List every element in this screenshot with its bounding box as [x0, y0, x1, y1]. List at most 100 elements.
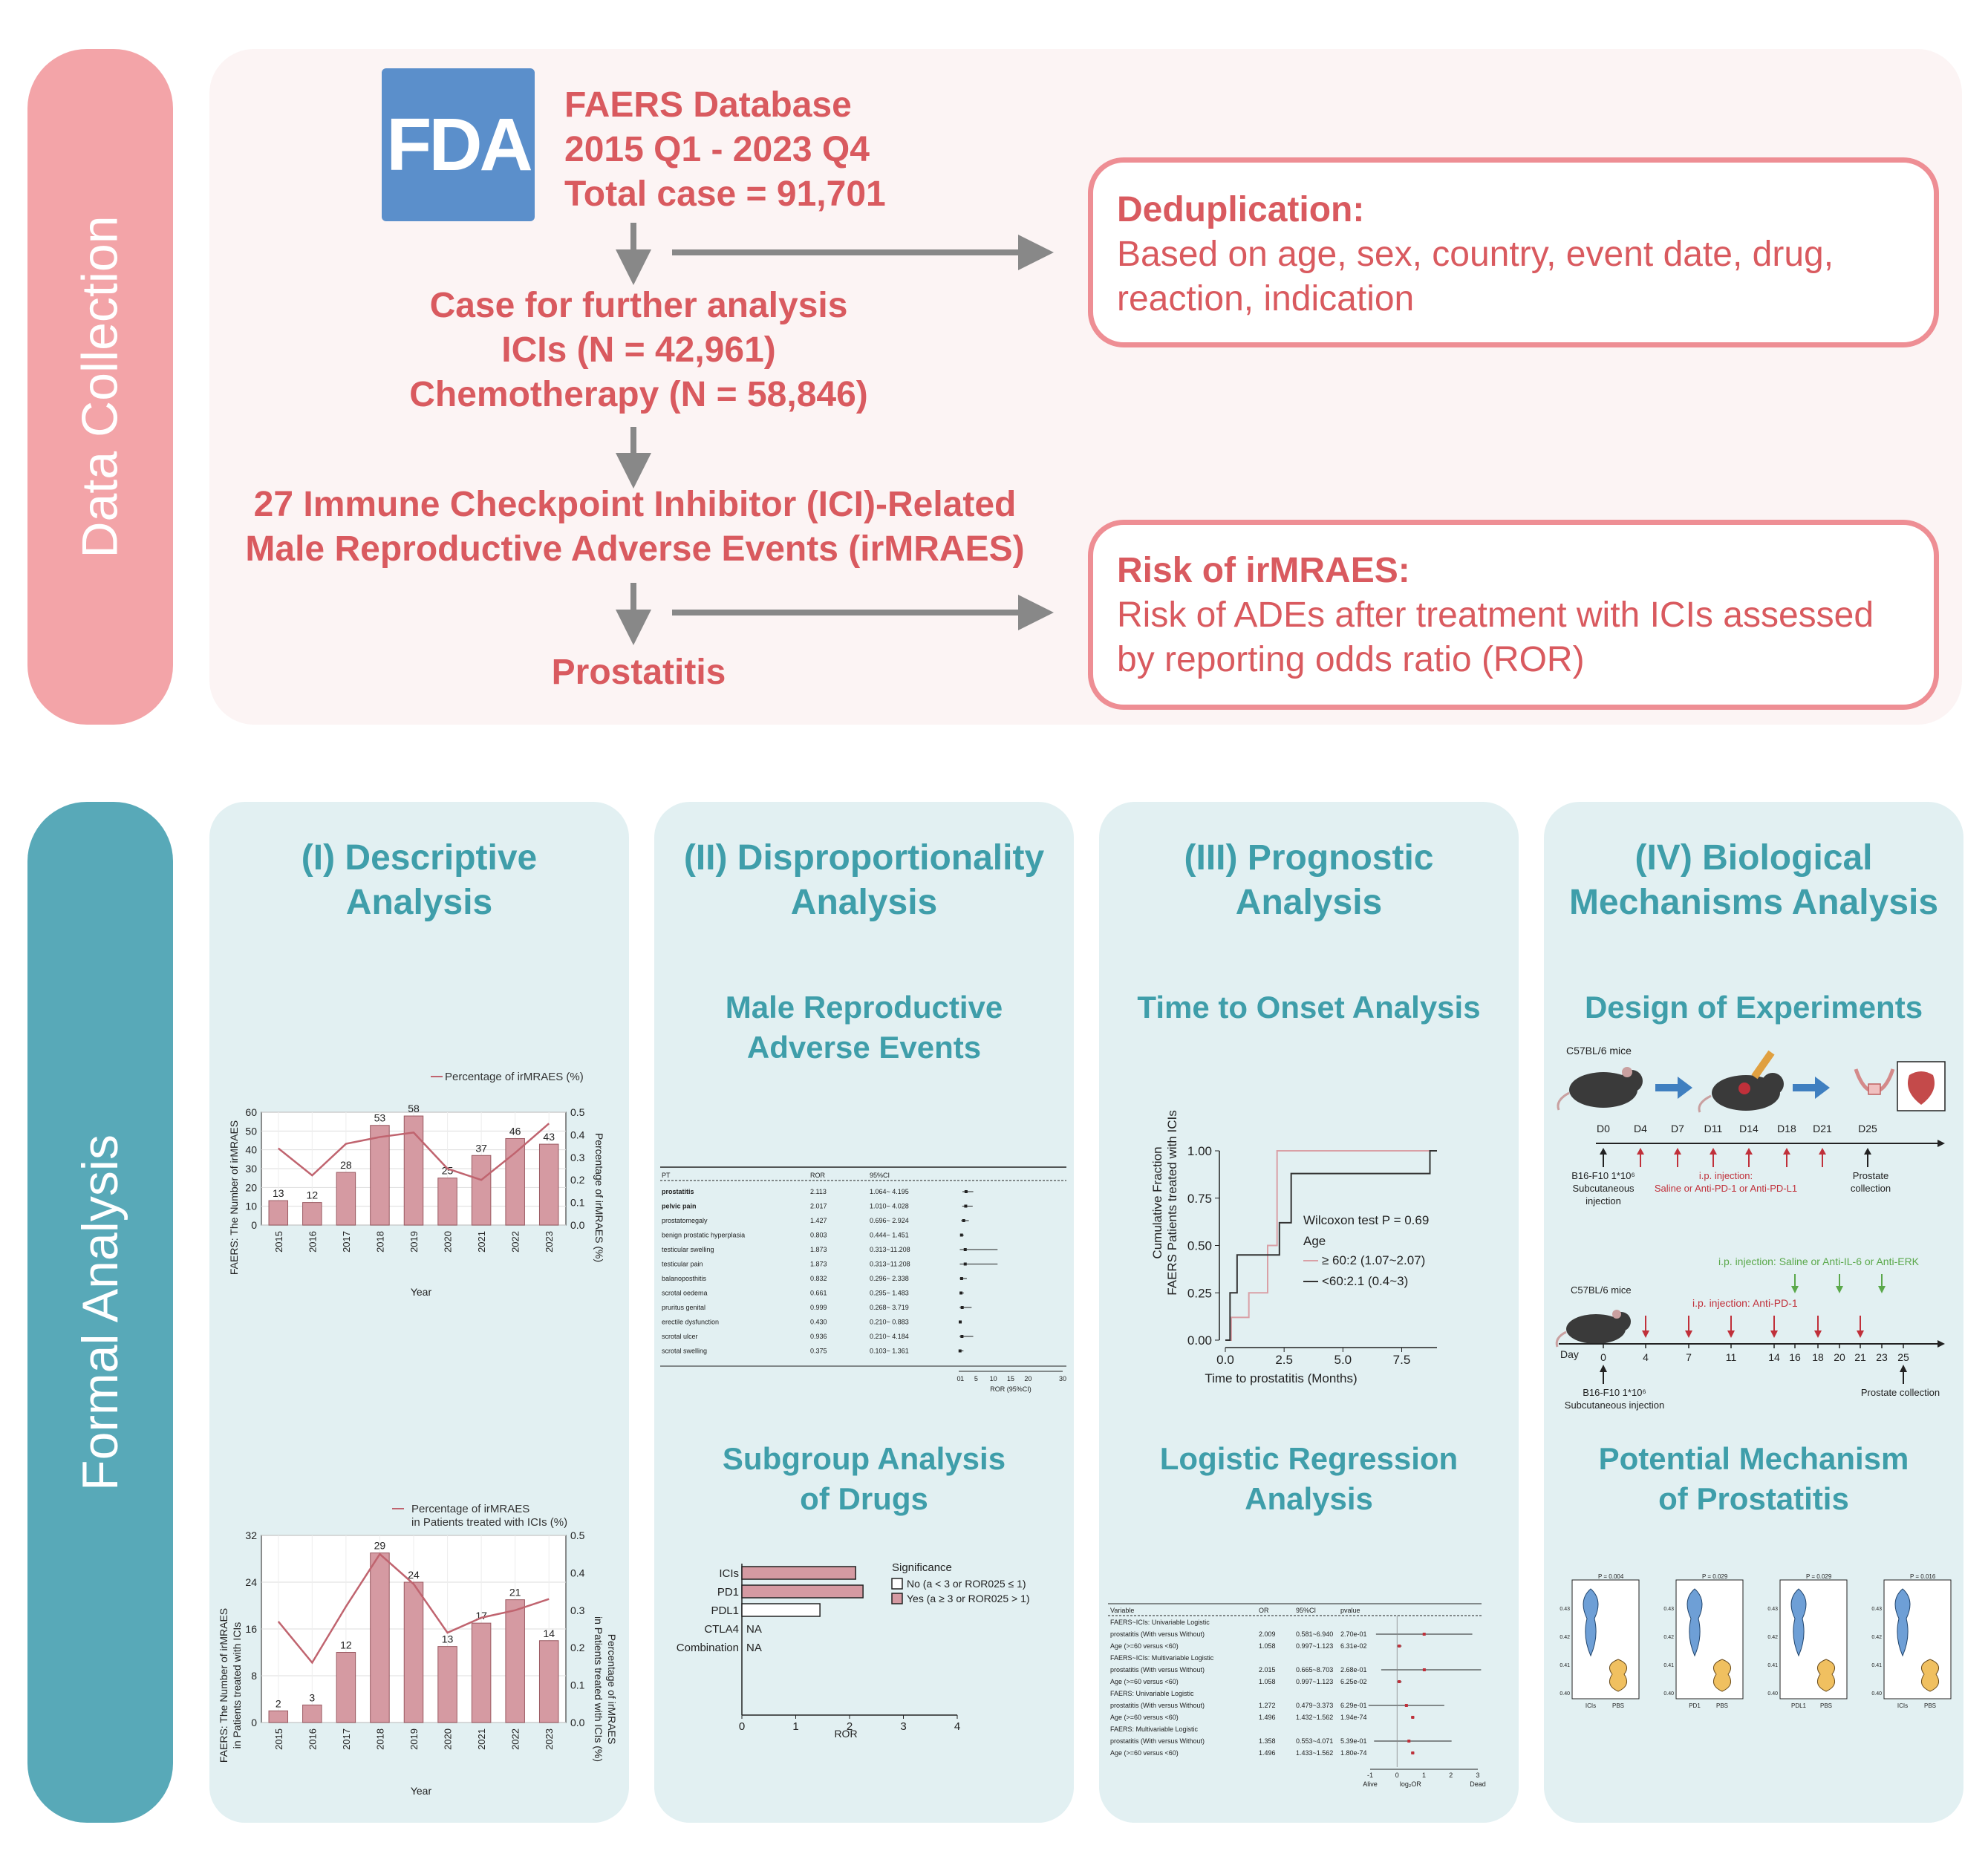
forest2-cell: 6.29e-01 — [1340, 1702, 1367, 1709]
irmraes-line2: Male Reproductive Adverse Events (irMRAE… — [245, 529, 1025, 569]
forest2-cell: 1.272 — [1259, 1702, 1276, 1709]
forest2-cell: 1.432~1.562 — [1296, 1714, 1333, 1721]
exp2-left-1: B16-F10 1*10⁶ — [1583, 1387, 1646, 1398]
exp2-green-arrow-head — [1791, 1286, 1799, 1293]
male-ae-title-1: Male Reproductive — [725, 990, 1003, 1025]
analysis-cases-chemo: Chemotherapy (N = 58,846) — [409, 375, 868, 414]
chart2-ytick: 24 — [245, 1576, 257, 1588]
chart3-xtick: 3 — [900, 1720, 906, 1733]
forest2-cell: 2.015 — [1259, 1666, 1276, 1674]
experiment-design-2: i.p. injection: Saline or Anti-IL-6 or A… — [1555, 1256, 1945, 1411]
violin-frame — [1675, 1579, 1744, 1699]
chart1-xtick: 2016 — [307, 1231, 318, 1253]
chart3-legend-yes-swatch — [891, 1593, 903, 1604]
chart4-xlabel: Time to prostatitis (Months) — [1205, 1371, 1357, 1385]
exp1-mid-2: Saline or Anti-PD-1 or Anti-PD-L1 — [1655, 1183, 1797, 1194]
chart3-na: NA — [746, 1642, 762, 1654]
disproportionality-title-2: Analysis — [790, 883, 938, 922]
chart1-y2tick: 0.0 — [570, 1219, 585, 1231]
flow-arrows — [616, 223, 1054, 645]
chart4-xtick: 7.5 — [1393, 1353, 1411, 1367]
formal-analysis-tab: Formal Analysis — [27, 802, 173, 1823]
chart1-xtick: 2021 — [476, 1231, 487, 1253]
forest1-point — [964, 1204, 968, 1208]
chart2-bar — [403, 1581, 424, 1723]
chart2-bar-label: 21 — [509, 1587, 521, 1599]
chart2-bar-label: 14 — [543, 1627, 555, 1639]
forest2-header: pvalue — [1340, 1607, 1360, 1614]
chart1-xtick: 2022 — [510, 1231, 521, 1253]
exp2-red-label: i.p. injection: Anti-PD-1 — [1692, 1297, 1798, 1309]
exp2-day: 0 — [1600, 1351, 1606, 1363]
forest2-cell: Age (>=60 versus <60) — [1110, 1642, 1179, 1650]
violin-treated — [1894, 1588, 1911, 1657]
violin-ytick: 0.43 — [1871, 1607, 1882, 1612]
forest1-axis-tick: 30 — [1059, 1375, 1066, 1382]
chart2-bar-label: 2 — [276, 1697, 281, 1709]
violin-group-label: PBS — [1716, 1702, 1728, 1709]
subgroup-title-2: of Drugs — [800, 1481, 928, 1516]
chart3-bar — [741, 1603, 821, 1617]
chart1-bar — [538, 1143, 559, 1226]
exp1-left-3: injection — [1585, 1195, 1621, 1206]
chart1-bar — [437, 1178, 457, 1226]
database-name: FAERS Database — [564, 85, 852, 125]
forest2-header: 95%CI — [1296, 1607, 1316, 1614]
forest2-cell: 1.496 — [1259, 1749, 1276, 1757]
subgroup-title-1: Subgroup Analysis — [722, 1441, 1006, 1476]
mechanism-title-1: Potential Mechanism — [1598, 1441, 1909, 1476]
forest1-cell: 1.010~ 4.028 — [870, 1203, 909, 1210]
violin-pvalue: P = 0.029 — [1702, 1573, 1728, 1580]
exp2-red-arrow-head — [1770, 1330, 1778, 1338]
chart4-ylabel-2: FAERS Patients treated with ICIs — [1165, 1110, 1179, 1295]
exp1-marker-head — [1745, 1148, 1753, 1155]
exp2-red-arrow-head — [1814, 1330, 1822, 1338]
exp1-marker-head — [1637, 1148, 1644, 1155]
arrow-right-icon — [1793, 1077, 1830, 1099]
biological-title-1: (IV) Biological — [1635, 838, 1873, 878]
chart1-legend: Percentage of irMRAES (%) — [445, 1071, 584, 1083]
violin-panel: P = 0.004 0.40 0.41 0.42 0.43 ICIs PBS — [1560, 1573, 1640, 1709]
chart2-y2tick: 0.5 — [570, 1529, 585, 1541]
chart1-bar-label: 28 — [340, 1159, 352, 1171]
exp2-black-arrow-head — [1600, 1365, 1607, 1372]
violin-ytick: 0.42 — [1767, 1635, 1778, 1640]
forest2-cell: prostatitis (With versus Without) — [1110, 1737, 1205, 1745]
forest1-cell: 0.832 — [810, 1275, 827, 1282]
mechanism-title-2: of Prostatitis — [1658, 1481, 1849, 1516]
exp1-day: D18 — [1777, 1123, 1796, 1134]
forest2-cell: Age (>=60 versus <60) — [1110, 1749, 1179, 1757]
risk-line2: by reporting odds ratio (ROR) — [1117, 640, 1585, 679]
chart1-y2tick: 0.3 — [570, 1152, 585, 1163]
forest2-cell: 0.997~1.123 — [1296, 1678, 1333, 1685]
forest1-cell: 0.444~ 1.451 — [870, 1232, 909, 1239]
forest2-point — [1398, 1645, 1401, 1648]
chart1-percentage-line — [277, 1123, 550, 1181]
chart3-na: NA — [746, 1623, 762, 1636]
violin-ytick: 0.42 — [1663, 1635, 1674, 1640]
exp2-day: 25 — [1897, 1351, 1909, 1363]
forest1-cell: testicular swelling — [662, 1246, 714, 1253]
forest2-point — [1422, 1633, 1426, 1636]
chart2-legend-2: in Patients treated with ICIs (%) — [411, 1516, 567, 1529]
forest2-cell: 1.058 — [1259, 1678, 1276, 1685]
formal-analysis-label: Formal Analysis — [72, 1134, 129, 1491]
forest1-axis-tick: 15 — [1007, 1375, 1014, 1382]
forest1-cell: 0.295~ 1.483 — [870, 1290, 909, 1297]
exp1-marker-head — [1710, 1148, 1717, 1155]
forest2-cell: 1.80e-74 — [1340, 1749, 1367, 1757]
forest2-cell: 0.997~1.123 — [1296, 1642, 1333, 1650]
chart2-xtick: 2016 — [307, 1728, 318, 1750]
disproportionality-title-1: (II) Disproportionality — [683, 838, 1045, 878]
mouse-icon — [1555, 1310, 1631, 1348]
forest1-axis-tick: 0 — [956, 1375, 960, 1382]
forest1-point — [960, 1335, 964, 1338]
chart1-bar — [336, 1172, 356, 1226]
forest2-cell: 1.358 — [1259, 1737, 1276, 1745]
forest1-cell: 0.430 — [810, 1319, 827, 1326]
forest2-point — [1398, 1680, 1401, 1683]
violin-group-label: PBS — [1924, 1702, 1936, 1709]
forest2-cell: 0.479~3.373 — [1296, 1702, 1333, 1709]
chart3-legend-no-swatch — [891, 1578, 903, 1590]
